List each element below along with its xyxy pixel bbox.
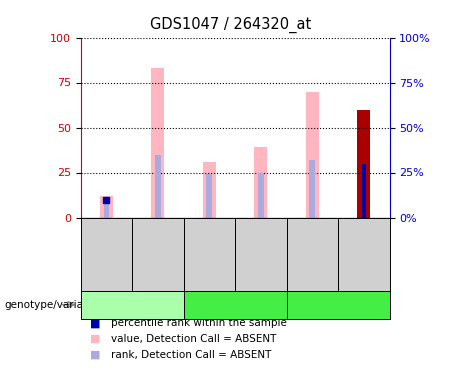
Bar [361,164,366,218]
Bar [357,110,370,218]
Text: GSM26286: GSM26286 [359,226,369,282]
Text: ■: ■ [90,318,100,328]
Bar [104,200,109,217]
Text: GSM26285: GSM26285 [307,226,317,282]
Bar [254,147,267,218]
Text: ■: ■ [90,334,100,344]
Bar [100,196,113,217]
Text: wild type: wild type [106,300,158,310]
Text: ■: ■ [90,350,100,360]
Bar [258,172,264,217]
Bar [155,154,161,218]
Text: vip6: vip6 [326,300,350,310]
Text: GDS1047 / 264320_at: GDS1047 / 264320_at [150,17,311,33]
Text: ■: ■ [90,303,100,312]
Text: rank, Detection Call = ABSENT: rank, Detection Call = ABSENT [111,350,271,360]
Text: GSM26284: GSM26284 [256,226,266,282]
Text: GSM26282: GSM26282 [153,226,163,282]
Text: vip5: vip5 [223,300,247,310]
Text: percentile rank within the sample: percentile rank within the sample [111,318,287,328]
Text: GSM26283: GSM26283 [204,226,214,282]
Text: GSM26281: GSM26281 [101,226,112,282]
Text: count: count [111,303,140,312]
Bar [152,68,164,218]
Bar [203,162,216,218]
Text: value, Detection Call = ABSENT: value, Detection Call = ABSENT [111,334,276,344]
Bar [207,174,212,217]
Text: genotype/variation: genotype/variation [5,300,104,310]
Bar [306,92,319,218]
Bar [309,160,315,218]
